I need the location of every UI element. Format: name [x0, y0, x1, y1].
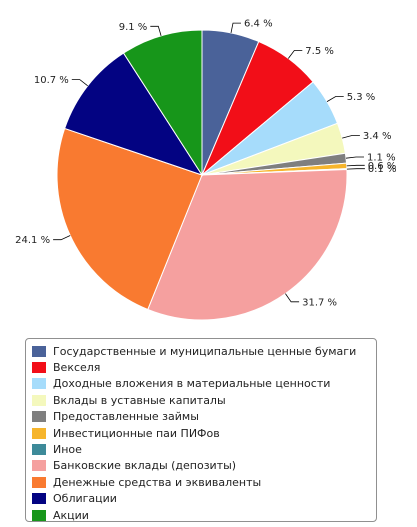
legend-swatch: [32, 427, 46, 439]
legend-item[interactable]: Акции: [32, 507, 370, 523]
pie-chart: 6.4 % 7.5 % 5.3 % 3.4 % 1.1 %0.6 %0.1 % 31.7 …: [15, 19, 396, 321]
label-connector: [346, 164, 365, 167]
slice-value-label: 1.1 %: [367, 153, 396, 164]
legend-swatch: [32, 378, 46, 390]
slice-value-label: 10.7 %: [34, 75, 69, 86]
slice-value-label: 31.7 %: [302, 297, 337, 308]
pie-slice[interactable]: [56, 127, 203, 311]
legend-label: Денежные средства и эквиваленты: [53, 475, 262, 489]
slice-value-label: 9.1 %: [119, 22, 148, 33]
slice-value-label: 3.4 %: [363, 131, 392, 142]
legend-label: Государственные и муниципальные ценные б…: [53, 344, 357, 358]
legend-label: Доходные вложения в материальные ценност…: [53, 377, 331, 391]
legend-item[interactable]: Банковские вклады (депозиты): [32, 458, 370, 474]
label-connectors: [53, 22, 365, 303]
slice-value-label: 24.1 %: [15, 235, 50, 246]
legend-item[interactable]: Вклады в уставные капиталы: [32, 392, 370, 408]
label-connector: [326, 96, 344, 102]
pie-slices: [56, 29, 348, 321]
legend-label: Инвестиционные паи ПИФов: [53, 426, 220, 440]
pie-slice[interactable]: [122, 29, 203, 177]
legend-label: Акции: [53, 508, 89, 522]
legend-item[interactable]: Денежные средства и эквиваленты: [32, 474, 370, 490]
slice-value-label: 0.6 %: [368, 161, 397, 172]
legend-item[interactable]: Облигации: [32, 491, 370, 507]
legend-swatch: [32, 345, 46, 357]
legend-label: Иное: [53, 443, 82, 457]
slice-value-labels: 6.4 % 7.5 % 5.3 % 3.4 % 1.1 %0.6 %0.1 % 31.7 …: [15, 19, 396, 309]
label-connector: [53, 235, 71, 241]
legend-swatch: [32, 509, 46, 521]
legend-item[interactable]: Доходные вложения в материальные ценност…: [32, 376, 370, 392]
legend-swatch: [32, 444, 46, 456]
label-connector: [345, 156, 364, 159]
legend-item[interactable]: Государственные и муниципальные ценные б…: [32, 343, 370, 359]
legend-swatch: [32, 394, 46, 406]
label-connector: [71, 79, 88, 87]
legend-swatch: [32, 460, 46, 472]
legend-item[interactable]: Векселя: [32, 359, 370, 375]
label-connector: [150, 25, 162, 37]
label-connector: [287, 50, 303, 59]
slice-value-label: 6.4 %: [244, 19, 273, 30]
slice-value-label: 5.3 %: [347, 92, 376, 103]
label-connector: [342, 135, 360, 139]
slice-value-label: 0.1 %: [368, 164, 397, 175]
legend-label: Вклады в уставные капиталы: [53, 393, 226, 407]
pie-slice[interactable]: [147, 169, 348, 321]
legend-item[interactable]: Иное: [32, 441, 370, 457]
slice-value-label: 7.5 %: [305, 46, 334, 57]
legend-swatch: [32, 476, 46, 488]
legend-label: Предоставленные займы: [53, 410, 199, 424]
legend-label: Облигации: [53, 492, 117, 506]
chart-legend: Государственные и муниципальные ценные б…: [25, 338, 377, 522]
legend-item[interactable]: Предоставленные займы: [32, 409, 370, 425]
legend-item[interactable]: Инвестиционные паи ПИФов: [32, 425, 370, 441]
legend-label: Банковские вклады (депозиты): [53, 459, 237, 473]
legend-swatch: [32, 411, 46, 423]
label-connector: [285, 293, 300, 303]
legend-swatch: [32, 362, 46, 374]
legend-swatch: [32, 493, 46, 505]
legend-label: Векселя: [53, 361, 101, 375]
label-connector: [230, 22, 241, 33]
